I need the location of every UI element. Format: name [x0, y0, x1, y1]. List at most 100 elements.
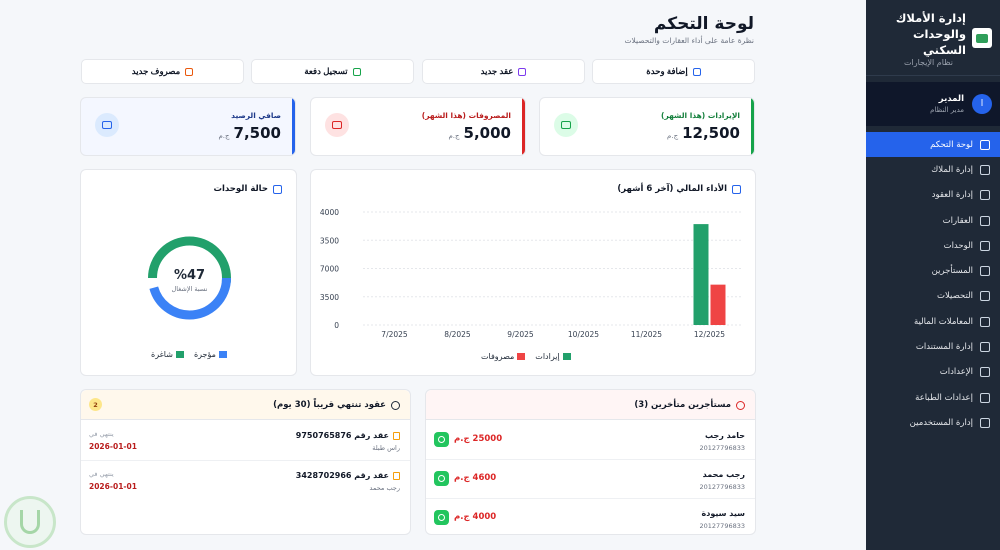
sidebar-item-tenants[interactable]: المستأجرين — [866, 258, 1000, 283]
user-name: المدير — [938, 94, 964, 104]
expenses-label: المصروفات (هذا الشهر) — [421, 111, 511, 120]
revenue-accent — [751, 98, 754, 155]
watermark-logo — [4, 496, 56, 548]
y-tick-label: 7000 — [320, 265, 339, 274]
sidebar-item-label: إدارة المستخدمين — [909, 417, 973, 428]
expenses-value: 5,000ج.م — [448, 124, 511, 142]
occupancy-caption: نسبة الإشغال — [171, 285, 208, 293]
late-tenants-header: مستأجرين متأخرين (3) — [426, 390, 755, 420]
printer-icon — [980, 392, 990, 403]
balance-value: 7,500ج.م — [218, 124, 281, 142]
plus-circle-icon — [692, 67, 701, 76]
avatar: ا — [972, 94, 992, 114]
alert-icon — [736, 400, 745, 410]
occupancy-donut — [148, 236, 231, 320]
revenue-value: 12,500ج.م — [667, 124, 740, 142]
sidebar-item-print-settings[interactable]: إعدادات الطباعة — [866, 385, 1000, 410]
x-tick-label: 9/2025 — [507, 330, 534, 339]
sidebar-item-contracts[interactable]: إدارة العقود — [866, 183, 1000, 208]
sidebar-item-label: المعاملات المالية — [913, 316, 973, 327]
document-icon — [980, 190, 990, 201]
sidebar-item-label: الوحدات — [943, 240, 973, 251]
add-unit-button[interactable]: إضافة وحدة — [592, 59, 755, 84]
sidebar-menu: لوحة التحكم إدارة الملاك إدارة العقود ال… — [866, 132, 1000, 436]
donut-slice-rented — [148, 236, 231, 320]
late-tenants-title: مستأجرين متأخرين (3) — [634, 400, 745, 410]
legend-expenses: مصروفات — [481, 352, 526, 361]
page-subtitle: نظرة عامة على أداء العقارات والتحصيلات — [624, 36, 755, 45]
bar-expenses-12/2025 — [710, 284, 726, 325]
sidebar-item-documents[interactable]: إدارة المستندات — [866, 334, 1000, 359]
clock-icon — [391, 400, 400, 410]
sidebar-item-owners[interactable]: إدارة الملاك — [866, 157, 1000, 182]
cash-icon — [352, 67, 361, 76]
tenant-name: حامد رجب — [705, 431, 745, 440]
whatsapp-icon[interactable] — [434, 471, 449, 486]
document-icon — [393, 471, 400, 480]
sidebar-item-label: العقارات — [942, 215, 973, 226]
contract-tenant: رجب محمد — [369, 484, 400, 492]
sidebar-item-label: التحصيلات — [936, 291, 973, 302]
tenant-amount: 4000 ج.م — [454, 512, 497, 522]
units-legend: مؤجرة شاغرة — [151, 350, 227, 359]
tenant-amount: 4600 ج.م — [454, 473, 497, 483]
y-tick-label: 3500 — [320, 293, 339, 302]
file-icon — [980, 342, 990, 353]
user-profile[interactable]: ا المدير مدير النظام — [866, 82, 1000, 126]
units-title: حالة الوحدات — [213, 184, 282, 194]
cash-icon — [980, 291, 990, 302]
list-item[interactable]: سيد سيودة 20127796833 4000 ج.م — [426, 499, 755, 534]
new-expense-button[interactable]: مصروف جديد — [81, 59, 244, 84]
record-payment-button[interactable]: تسجيل دفعة — [251, 59, 414, 84]
sidebar-item-properties[interactable]: العقارات — [866, 208, 1000, 233]
expiring-contracts-panel: عقود تنتهي قريباً (30 يوم) 2 عقد رقم 975… — [80, 389, 411, 535]
expenses-card: المصروفات (هذا الشهر) 5,000ج.م — [310, 97, 526, 156]
list-item[interactable]: عقد رقم 3428702966 رجب محمد ينتهي في 202… — [81, 461, 410, 501]
list-item[interactable]: حامد رجب 20127796833 25000 ج.م — [426, 421, 755, 460]
legend-vacant: شاغرة — [151, 350, 184, 359]
units-panel: حالة الوحدات %47 نسبة الإشغال مؤجرة شاغر… — [80, 169, 297, 376]
expense-icon — [185, 67, 194, 76]
sidebar-item-settings[interactable]: الإعدادات — [866, 360, 1000, 385]
list-item[interactable]: رجب محمد 20127796833 4600 ج.م — [426, 460, 755, 499]
whatsapp-icon[interactable] — [434, 432, 449, 447]
finance-bar-chart: 0 3500 7000 3500 4000 7/2025 8/2025 9/2025 10/20… — [320, 208, 741, 339]
legend-revenue: إيرادات — [535, 352, 571, 361]
wallet-icon — [554, 113, 578, 137]
sidebar-item-label: إعدادات الطباعة — [915, 392, 973, 403]
app-subtitle: نظام الإيجارات — [904, 58, 953, 67]
building-logo-icon — [972, 28, 992, 48]
gear-icon — [980, 367, 990, 378]
units-icon — [273, 184, 282, 194]
home-icon — [980, 139, 990, 150]
tenant-phone: 20127796833 — [699, 483, 746, 491]
sidebar-item-label: إدارة العقود — [931, 190, 973, 201]
sidebar-item-label: إدارة المستندات — [915, 342, 973, 353]
document-icon — [393, 431, 400, 440]
sidebar-item-collections[interactable]: التحصيلات — [866, 284, 1000, 309]
legend-rented: مؤجرة — [194, 350, 227, 359]
expiring-title: عقود تنتهي قريباً (30 يوم) — [273, 400, 400, 410]
new-expense-label: مصروف جديد — [131, 66, 181, 76]
trend-up-icon — [732, 184, 741, 194]
cash-icon — [325, 113, 349, 137]
x-tick-label: 7/2025 — [381, 330, 408, 339]
new-contract-button[interactable]: عقد جديد — [422, 59, 585, 84]
record-payment-label: تسجيل دفعة — [304, 66, 348, 76]
finance-panel: الأداء المالي (آخر 6 أشهر) 0 3500 7000 3500… — [310, 169, 756, 376]
sidebar-item-units[interactable]: الوحدات — [866, 233, 1000, 258]
contract-icon — [518, 67, 527, 76]
x-tick-label: 10/2025 — [568, 330, 599, 339]
sidebar-item-users[interactable]: إدارة المستخدمين — [866, 410, 1000, 435]
sidebar-item-dashboard[interactable]: لوحة التحكم — [866, 132, 1000, 158]
balance-card: صافي الرصيد 7,500ج.م — [80, 97, 296, 156]
sidebar-item-label: إدارة الملاك — [931, 164, 973, 175]
sidebar-item-transactions[interactable]: المعاملات المالية — [866, 309, 1000, 334]
contract-title: عقد رقم 9750765876 — [296, 431, 400, 440]
y-tick-label: 4000 — [320, 208, 339, 217]
list-item[interactable]: عقد رقم 9750765876 راس طبلة ينتهي في 202… — [81, 421, 410, 461]
whatsapp-icon[interactable] — [434, 510, 449, 525]
sidebar: إدارة الأملاك والوحدات السكني نظام الإيج… — [866, 0, 1000, 550]
shield-icon — [980, 417, 990, 428]
wallet-icon — [980, 316, 990, 327]
